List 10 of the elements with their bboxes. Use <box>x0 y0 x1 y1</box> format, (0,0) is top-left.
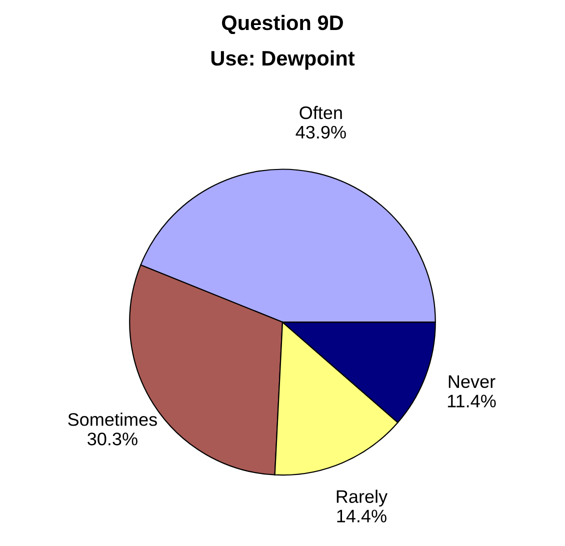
data-label: 11.4% <box>448 394 496 408</box>
slice-label: Rarely <box>336 490 388 507</box>
chart-title: Question 9D <box>222 14 343 34</box>
slice-label: Often <box>300 106 342 120</box>
chart-subtitle: Use: Dewpoint <box>211 50 355 70</box>
slice-label: Sometimes <box>68 412 157 426</box>
data-label: 30.3% <box>88 432 138 446</box>
slice-label: Never <box>448 375 496 388</box>
data-label: 14.4% <box>337 510 386 522</box>
data-label: 43.9% <box>296 126 346 139</box>
